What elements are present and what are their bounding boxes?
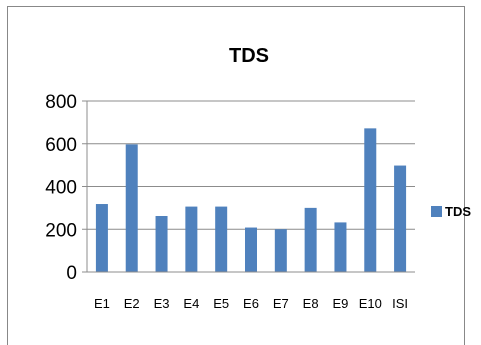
x-tick-label: E6 [243,296,259,311]
bar-e5 [215,206,228,272]
bar-isi [394,165,407,272]
legend-label: TDS [445,204,471,219]
x-tick-label: E5 [213,296,229,311]
bar-e9 [334,222,347,272]
bar-e4 [185,206,198,272]
x-tick-label: E2 [124,296,140,311]
x-tick-label: E8 [303,296,319,311]
x-tick-label: E3 [154,296,170,311]
bar-e8 [304,207,317,272]
x-tick-label: ISI [392,296,408,311]
y-tick-label: 200 [45,220,77,241]
bars [95,128,407,272]
legend-swatch [431,206,442,217]
tick-labels: 0 200 400 600 800 E1 E2 E3 E4 E5 E6 E7 E8 E9 E10 ISI [45,92,408,311]
bar-e2 [125,144,138,272]
chart-frame [7,6,465,345]
bar-e3 [155,215,168,272]
chart-title: TDS [229,45,269,67]
x-tick-label: E10 [359,296,382,311]
y-tick-label: 0 [66,263,77,284]
y-tick-label: 800 [45,92,77,113]
x-tick-label: E7 [273,296,289,311]
bar-e6 [245,227,257,272]
x-tick-label: E4 [183,296,199,311]
x-tick-label: E9 [333,296,349,311]
axes [82,100,415,273]
y-tick-label: 600 [45,135,77,156]
bar-e1 [95,204,108,272]
legend: TDS [431,204,471,219]
y-tick-label: 400 [45,178,77,199]
bar-e10 [364,128,377,272]
x-tick-label: E1 [94,296,110,311]
bar-e7 [274,229,287,272]
gridlines [87,100,415,230]
